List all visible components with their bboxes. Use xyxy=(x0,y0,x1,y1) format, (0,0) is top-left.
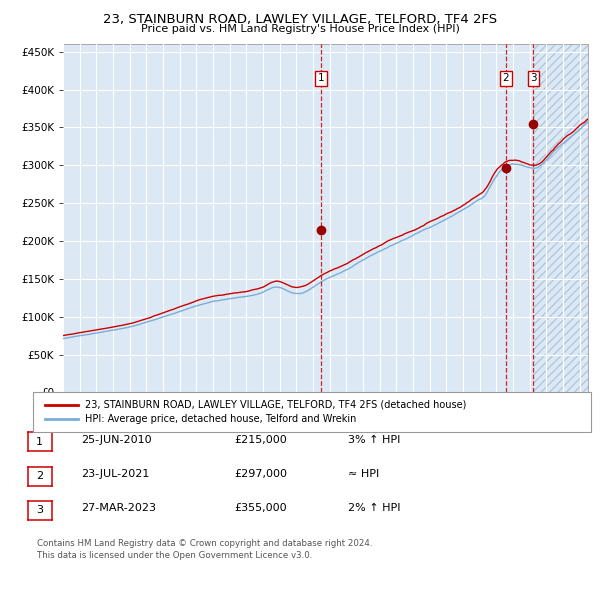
Text: 3: 3 xyxy=(530,73,537,83)
Text: 1: 1 xyxy=(36,437,43,447)
Text: This data is licensed under the Open Government Licence v3.0.: This data is licensed under the Open Gov… xyxy=(37,552,313,560)
Text: £215,000: £215,000 xyxy=(234,435,287,444)
Text: 1: 1 xyxy=(317,73,325,83)
Text: 25-JUN-2010: 25-JUN-2010 xyxy=(81,435,152,444)
Text: ≈ HPI: ≈ HPI xyxy=(348,469,379,478)
Text: Contains HM Land Registry data © Crown copyright and database right 2024.: Contains HM Land Registry data © Crown c… xyxy=(37,539,373,548)
Text: HPI: Average price, detached house, Telford and Wrekin: HPI: Average price, detached house, Telf… xyxy=(85,414,356,424)
Text: Price paid vs. HM Land Registry's House Price Index (HPI): Price paid vs. HM Land Registry's House … xyxy=(140,24,460,34)
Text: £297,000: £297,000 xyxy=(234,469,287,478)
Text: 2% ↑ HPI: 2% ↑ HPI xyxy=(348,503,401,513)
Text: 23-JUL-2021: 23-JUL-2021 xyxy=(81,469,149,478)
Text: 3% ↑ HPI: 3% ↑ HPI xyxy=(348,435,400,444)
Text: 2: 2 xyxy=(36,471,43,481)
Bar xyxy=(533,44,588,392)
Text: 27-MAR-2023: 27-MAR-2023 xyxy=(81,503,156,513)
Text: 2: 2 xyxy=(502,73,509,83)
Text: 3: 3 xyxy=(36,506,43,515)
Text: 23, STAINBURN ROAD, LAWLEY VILLAGE, TELFORD, TF4 2FS: 23, STAINBURN ROAD, LAWLEY VILLAGE, TELF… xyxy=(103,13,497,26)
Text: 23, STAINBURN ROAD, LAWLEY VILLAGE, TELFORD, TF4 2FS (detached house): 23, STAINBURN ROAD, LAWLEY VILLAGE, TELF… xyxy=(85,400,467,410)
Text: £355,000: £355,000 xyxy=(234,503,287,513)
